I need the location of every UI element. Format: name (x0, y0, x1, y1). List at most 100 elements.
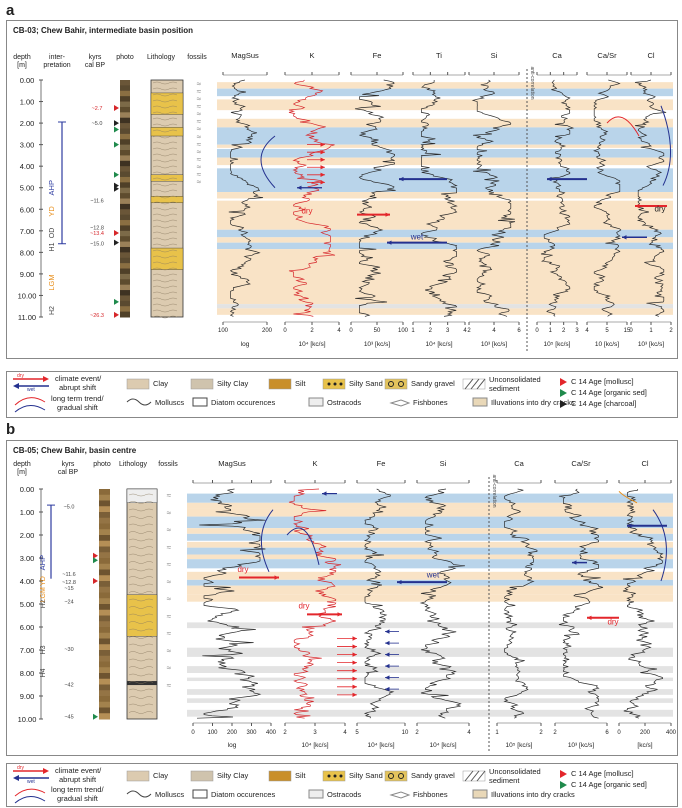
b-photo-segment (99, 621, 110, 628)
a-lithology-hatch (152, 141, 178, 145)
b-photo-segment (99, 678, 110, 685)
b-proxy-title: Ca (514, 459, 524, 468)
b-curve-3 (419, 488, 466, 719)
a-lithology-hatch (152, 303, 178, 307)
a-fossil-glyph: ≈ (197, 102, 202, 111)
b-fe-blue-arrow-head (385, 629, 390, 634)
b-fossil-glyph: ≈ (167, 646, 172, 655)
a-tick-label: 0 (349, 328, 353, 334)
legend-a: dry wet climate event/ abrupt shift long… (6, 371, 678, 418)
b-unit-label: 10⁴ [kc/s] (430, 742, 457, 749)
a-photo-segment (120, 220, 130, 226)
legend-silt: Silt (295, 379, 306, 388)
b-photo-segment (99, 489, 110, 496)
b-photo-segment (99, 592, 110, 599)
a-photo-segment (120, 155, 130, 162)
b-photo-segment (99, 598, 110, 605)
legend-c14-mollusc: C 14 Age [mollusc] (571, 377, 634, 386)
a-tick-label: 2 (669, 328, 673, 334)
a-photo-segment (120, 225, 130, 232)
b-unit-label: 10⁴ [kc/s] (368, 742, 395, 749)
legend-diatoms: Diatom occurences (211, 398, 276, 407)
b-age-label: ~5.0 (64, 504, 75, 510)
band-dry (217, 82, 673, 89)
b-lithology-hatch (128, 553, 154, 557)
band-dry (187, 554, 673, 560)
a-depth-label: 6.00 (20, 205, 35, 214)
a-lithology-hatch (152, 285, 178, 289)
a-depth-label: 0.00 (20, 76, 35, 85)
legend-b-c14-mollusc: C 14 Age [mollusc] (571, 769, 634, 778)
a-interp-h1: H1 (49, 242, 56, 251)
b-lithology-hatch (128, 696, 154, 699)
b-unit-label: log (228, 742, 237, 749)
b-photo-segment (99, 684, 110, 691)
a-photo-segment (120, 80, 130, 86)
a-photo-segment (120, 133, 130, 140)
b-photo-segment (99, 638, 110, 645)
b-tick-label: 2 (539, 730, 543, 736)
legend-b-sandy-gravel: Sandy gravel (411, 771, 455, 780)
b-kyrs-header: kyrs cal BP (57, 461, 79, 476)
a-lithology-hatch (152, 255, 178, 259)
b-fossil-glyph: ≈ (167, 612, 172, 621)
a-photo-segment (120, 182, 130, 189)
a-photo-segment (120, 246, 130, 253)
a-dry-arrow-head (385, 212, 390, 217)
a-lithology-sand (150, 174, 184, 182)
b-lithology-hatch (128, 681, 154, 684)
b-interp-h3: H3 (40, 645, 47, 654)
a-wet-cl-head (622, 235, 627, 240)
b-fe-blue-arrow-head (385, 663, 390, 669)
legend-b-silty-sand: Silty Sand (349, 771, 383, 780)
a-photo-segment (120, 90, 130, 97)
b-k-red-arrow-head (352, 668, 357, 673)
band-wet (187, 533, 673, 541)
b-lithology-hatch (128, 561, 154, 564)
legend-climate-event: climate event/ (55, 374, 102, 383)
a-tick-label: 2 (467, 328, 471, 334)
b-lithology-hatch (128, 636, 154, 639)
a-lithology-hatch (152, 315, 178, 319)
a-curve-0 (228, 79, 264, 317)
a-interp-od: OD (49, 228, 56, 239)
a-tick-label: 0 (629, 328, 633, 334)
a-lithology-hatch (152, 297, 178, 301)
a-photo-segment (120, 257, 130, 264)
b-dry-arrow-k-head (274, 575, 279, 580)
b-lithology-hatch (128, 598, 154, 602)
a-c14-marker (114, 311, 119, 318)
a-photo-segment (120, 236, 130, 243)
b-depth-header: depth [m] (13, 461, 31, 476)
b-photo-segment (99, 667, 110, 674)
a-photo-segment (120, 166, 130, 173)
a-c14-marker (114, 185, 119, 192)
b-fossil-glyph: ≈ (167, 664, 172, 673)
b-photo-segment (99, 713, 110, 720)
b-photo-segment (99, 632, 110, 639)
a-photo-segment (120, 311, 130, 318)
b-lithology-hatch (128, 508, 154, 512)
a-curve-2 (354, 79, 396, 317)
b-interp-h4: H4 (40, 668, 47, 677)
a-proxy-title: Cl (647, 51, 654, 60)
b-lithology-hatch (128, 591, 154, 594)
a-age-label: ~2.7 (92, 106, 103, 112)
a-tick-label: 1 (411, 328, 415, 334)
b-lithology-hatch (128, 621, 154, 624)
legend-sediment: sediment (489, 384, 520, 393)
a-photo-segment (120, 268, 130, 275)
a-proxy-title: Si (491, 51, 498, 60)
b-depth-label: 10.00 (18, 715, 37, 724)
a-photo-segment (120, 279, 130, 286)
a-photo-segment (120, 306, 130, 313)
b-fossil-glyph: ≈ (167, 629, 172, 638)
b-depth-label: 0.00 (20, 485, 35, 494)
b-fe-blue-arrow-head (385, 640, 390, 646)
b-tick-label: 200 (640, 730, 651, 736)
a-lithology-header: Lithology (146, 54, 176, 61)
band-grey (187, 677, 673, 682)
b-lithology-hatch (128, 651, 154, 654)
band-wet (217, 148, 673, 158)
b-photo-segment (99, 546, 110, 553)
